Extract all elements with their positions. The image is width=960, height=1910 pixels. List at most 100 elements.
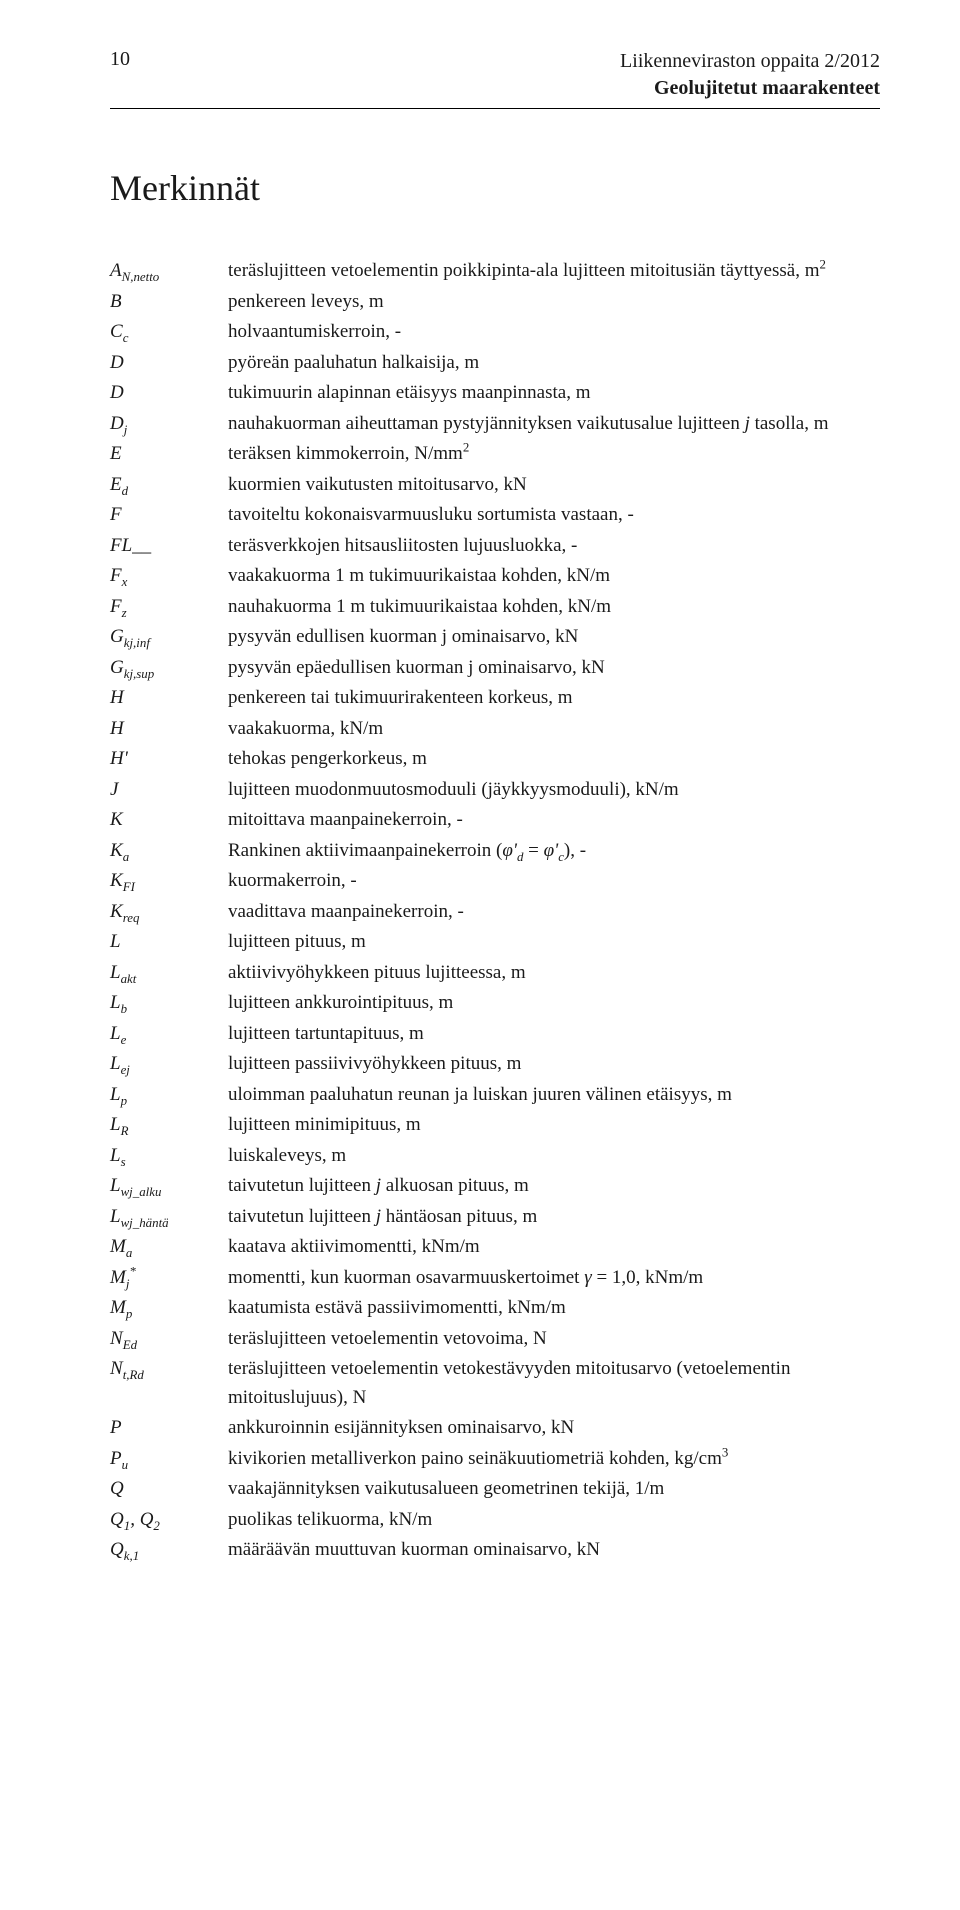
definition-description: taivutetun lujitteen j alkuosan pituus, … — [228, 1172, 880, 1201]
definition-symbol: K — [110, 806, 228, 835]
definition-description: puolikas telikuorma, kN/m — [228, 1506, 880, 1535]
definition-description: taivutetun lujitteen j häntäosan pituus,… — [228, 1203, 880, 1232]
definition-description: vaakajännityksen vaikutusalueen geometri… — [228, 1475, 880, 1504]
definition-symbol: Cc — [110, 318, 228, 347]
definition-symbol: Gkj,sup — [110, 654, 228, 683]
definition-symbol: LR — [110, 1111, 228, 1140]
definition-row: Kreqvaadittava maanpainekerroin, - — [110, 898, 880, 927]
definition-symbol: Lwj_alku — [110, 1172, 228, 1201]
definition-row: Hvaakakuorma, kN/m — [110, 715, 880, 744]
definition-row: Hpenkereen tai tukimuurirakenteen korkeu… — [110, 684, 880, 713]
page-number: 10 — [110, 48, 130, 71]
definition-symbol: Pu — [110, 1445, 228, 1474]
definition-symbol: L — [110, 928, 228, 957]
definition-description: tehokas pengerkorkeus, m — [228, 745, 880, 774]
definition-symbol: Qk,1 — [110, 1536, 228, 1565]
definition-row: Eteräksen kimmokerroin, N/mm2 — [110, 440, 880, 469]
definition-row: Lejlujitteen passiivivyöhykkeen pituus, … — [110, 1050, 880, 1079]
definition-row: AN,nettoteräslujitteen vetoelementin poi… — [110, 257, 880, 286]
header-line-2: Geolujitetut maarakenteet — [620, 75, 880, 102]
definition-symbol: Mj* — [110, 1264, 228, 1293]
definition-symbol: Gkj,inf — [110, 623, 228, 652]
definition-symbol: Kreq — [110, 898, 228, 927]
definition-row: NEdteräslujitteen vetoelementin vetovoim… — [110, 1325, 880, 1354]
definition-row: Qk,1määräävän muuttuvan kuorman ominaisa… — [110, 1536, 880, 1565]
definition-description: uloimman paaluhatun reunan ja luiskan ju… — [228, 1081, 880, 1110]
definition-row: Makaatava aktiivimomentti, kNm/m — [110, 1233, 880, 1262]
page: 10 Liikenneviraston oppaita 2/2012 Geolu… — [0, 0, 960, 1910]
definition-description: määräävän muuttuvan kuorman ominaisarvo,… — [228, 1536, 880, 1565]
definition-row: Ccholvaantumiskerroin, - — [110, 318, 880, 347]
definition-description: pyöreän paaluhatun halkaisija, m — [228, 349, 880, 378]
definition-symbol: NEd — [110, 1325, 228, 1354]
definition-row: Mpkaatumista estävä passiivimomentti, kN… — [110, 1294, 880, 1323]
definition-symbol: Fz — [110, 593, 228, 622]
definition-symbol: Lwj_häntä — [110, 1203, 228, 1232]
definition-row: LRlujitteen minimipituus, m — [110, 1111, 880, 1140]
definition-row: Lpuloimman paaluhatun reunan ja luiskan … — [110, 1081, 880, 1110]
header-line-1: Liikenneviraston oppaita 2/2012 — [620, 48, 880, 75]
definition-description: lujitteen minimipituus, m — [228, 1111, 880, 1140]
definition-symbol: Dj — [110, 410, 228, 439]
definition-description: momentti, kun kuorman osavarmuuskertoime… — [228, 1264, 880, 1293]
definition-symbol: Le — [110, 1020, 228, 1049]
definition-symbol: Ka — [110, 837, 228, 866]
definition-description: penkereen tai tukimuurirakenteen korkeus… — [228, 684, 880, 713]
definition-symbol: E — [110, 440, 228, 469]
definition-row: Llujitteen pituus, m — [110, 928, 880, 957]
definition-row: Pukivikorien metalliverkon paino seinäku… — [110, 1445, 880, 1474]
definition-row: Kmitoittava maanpainekerroin, - — [110, 806, 880, 835]
definition-symbol: FL__ — [110, 532, 228, 561]
definition-description: Rankinen aktiivimaanpainekerroin (φ'd = … — [228, 837, 880, 866]
definition-symbol: Lp — [110, 1081, 228, 1110]
definition-description: lujitteen ankkurointipituus, m — [228, 989, 880, 1018]
definition-row: Gkj,infpysyvän edullisen kuorman j omina… — [110, 623, 880, 652]
definition-description: kaatava aktiivimomentti, kNm/m — [228, 1233, 880, 1262]
definition-row: Bpenkereen leveys, m — [110, 288, 880, 317]
definition-description: kuormien vaikutusten mitoitusarvo, kN — [228, 471, 880, 500]
definition-description: kaatumista estävä passiivimomentti, kNm/… — [228, 1294, 880, 1323]
definition-description: vaadittava maanpainekerroin, - — [228, 898, 880, 927]
definition-description: teräslujitteen vetoelementin vetokestävy… — [228, 1355, 880, 1412]
definition-row: Lsluiskaleveys, m — [110, 1142, 880, 1171]
definition-description: lujitteen muodonmuutosmoduuli (jäykkyysm… — [228, 776, 880, 805]
definition-symbol: D — [110, 379, 228, 408]
definition-row: Lblujitteen ankkurointipituus, m — [110, 989, 880, 1018]
definition-symbol: J — [110, 776, 228, 805]
definition-description: nauhakuorma 1 m tukimuurikaistaa kohden,… — [228, 593, 880, 622]
header-divider — [110, 108, 880, 109]
definition-row: KFIkuormakerroin, - — [110, 867, 880, 896]
definition-row: Dtukimuurin alapinnan etäisyys maanpinna… — [110, 379, 880, 408]
definition-symbol: H — [110, 715, 228, 744]
definition-symbol: Lb — [110, 989, 228, 1018]
definition-row: Lwj_häntätaivutetun lujitteen j häntäosa… — [110, 1203, 880, 1232]
definition-row: Laktaktiivivyöhykkeen pituus lujitteessa… — [110, 959, 880, 988]
definition-row: FL__teräsverkkojen hitsausliitosten luju… — [110, 532, 880, 561]
definition-row: H'tehokas pengerkorkeus, m — [110, 745, 880, 774]
definition-row: Pankkuroinnin esijännityksen ominaisarvo… — [110, 1414, 880, 1443]
definition-symbol: H' — [110, 745, 228, 774]
definition-symbol: Fx — [110, 562, 228, 591]
definition-row: KaRankinen aktiivimaanpainekerroin (φ'd … — [110, 837, 880, 866]
definition-symbol: Ls — [110, 1142, 228, 1171]
definition-description: lujitteen pituus, m — [228, 928, 880, 957]
definition-description: tukimuurin alapinnan etäisyys maanpinnas… — [228, 379, 880, 408]
definition-description: aktiivivyöhykkeen pituus lujitteessa, m — [228, 959, 880, 988]
definition-row: Dpyöreän paaluhatun halkaisija, m — [110, 349, 880, 378]
definition-description: nauhakuorman aiheuttaman pystyjännitykse… — [228, 410, 880, 439]
page-header: 10 Liikenneviraston oppaita 2/2012 Geolu… — [110, 48, 880, 102]
definition-row: Fznauhakuorma 1 m tukimuurikaistaa kohde… — [110, 593, 880, 622]
definition-description: teräslujitteen vetoelementin poikkipinta… — [228, 257, 880, 286]
definition-row: Lelujitteen tartuntapituus, m — [110, 1020, 880, 1049]
definition-description: ankkuroinnin esijännityksen ominaisarvo,… — [228, 1414, 880, 1443]
definition-symbol: Lej — [110, 1050, 228, 1079]
definition-description: teräsverkkojen hitsausliitosten lujuuslu… — [228, 532, 880, 561]
definition-symbol: H — [110, 684, 228, 713]
definition-symbol: Q1, Q2 — [110, 1506, 228, 1535]
definition-row: Ftavoiteltu kokonaisvarmuusluku sortumis… — [110, 501, 880, 530]
definition-row: Nt,Rdteräslujitteen vetoelementin vetoke… — [110, 1355, 880, 1412]
definition-description: luiskaleveys, m — [228, 1142, 880, 1171]
definition-symbol: Lakt — [110, 959, 228, 988]
definition-symbol: Ed — [110, 471, 228, 500]
definition-description: lujitteen passiivivyöhykkeen pituus, m — [228, 1050, 880, 1079]
